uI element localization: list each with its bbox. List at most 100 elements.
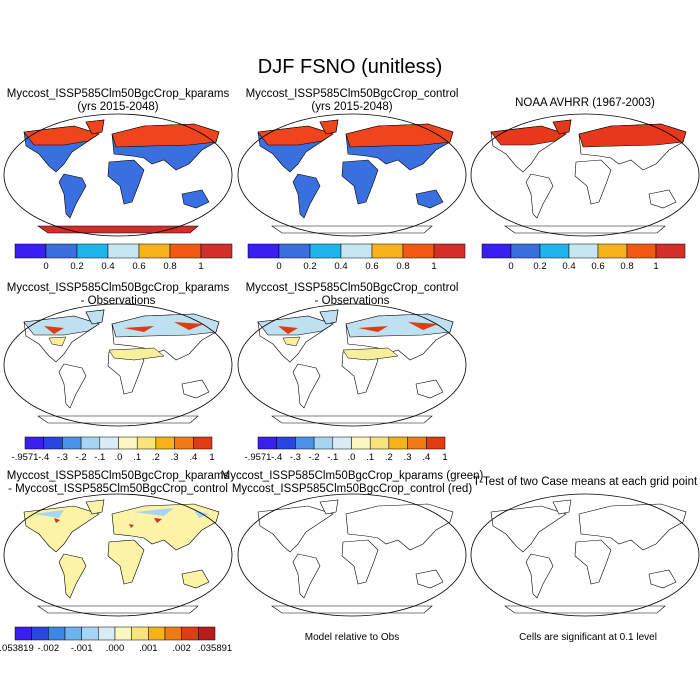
colorbar-label: -.3 <box>290 452 301 463</box>
colorbar-box <box>114 626 132 641</box>
colorbar-label: .000 <box>106 643 125 654</box>
colorbar-label: .3 <box>171 452 179 463</box>
colorbar-box <box>257 436 277 450</box>
map <box>470 493 700 617</box>
colorbar-box <box>193 436 213 450</box>
colorbar-box <box>31 626 49 641</box>
colorbar-box <box>164 626 182 641</box>
panel-title: Myccost_ISSP585Clm50BgcCrop_control (red… <box>232 483 472 495</box>
colorbar-label: 0 <box>276 261 281 272</box>
colorbar-label: 0.8 <box>396 261 409 272</box>
colorbar-box <box>181 626 199 641</box>
colorbar-box <box>247 243 280 259</box>
colorbar-box <box>332 436 352 450</box>
panel-title: - Observations <box>315 295 390 307</box>
colorbar-box <box>169 243 202 259</box>
colorbar-box <box>309 243 342 259</box>
anomaly <box>282 336 399 361</box>
map <box>237 113 467 237</box>
colorbar-box <box>433 243 466 259</box>
colorbar-box <box>138 243 171 259</box>
panel-title: Myccost_ISSP585Clm50BgcCrop_control <box>246 88 459 100</box>
colorbar-label: -.2 <box>76 452 87 463</box>
colorbar-box <box>14 626 32 641</box>
colorbar-label: .2 <box>152 452 160 463</box>
colorbar-label: .3 <box>404 452 412 463</box>
colorbar-label: -.9571 <box>245 452 272 463</box>
colorbar-box <box>351 436 371 450</box>
panel-title: Myccost_ISSP585Clm50BgcCrop_kparams <box>7 470 230 482</box>
colorbar-box <box>99 436 119 450</box>
colorbar-box <box>568 243 599 259</box>
note: Cells are significant at 0.1 level <box>519 632 657 643</box>
colorbar-box <box>597 243 628 259</box>
colorbar-box <box>200 243 233 259</box>
colorbar-label: -.4 <box>38 452 49 463</box>
colorbar-label: .1 <box>366 452 374 463</box>
anomaly <box>44 322 204 334</box>
colorbar-label: -.1 <box>327 452 338 463</box>
colorbar-label: .002 <box>172 643 191 654</box>
colorbar-label: -.002 <box>38 643 60 654</box>
colorbar-label: 1 <box>431 261 436 272</box>
colorbar-label: .4 <box>189 452 197 463</box>
colorbar-label: .001 <box>139 643 158 654</box>
panel-title: - Myccost_ISSP585Clm50BgcCrop_control <box>8 483 228 495</box>
colorbar-box <box>107 243 140 259</box>
colorbar-label: -.3 <box>57 452 68 463</box>
colorbar-label: -.9571 <box>12 452 39 463</box>
colorbar-box <box>136 436 157 450</box>
colorbar-label: 0.4 <box>562 261 575 272</box>
colorbar-label: 0.2 <box>70 261 83 272</box>
colorbar-label: 0.6 <box>132 261 145 272</box>
map <box>3 493 233 617</box>
colorbar-label: 0 <box>43 261 48 272</box>
anomaly <box>278 322 438 334</box>
colorbar-label: 0.6 <box>365 261 378 272</box>
panel-title: Myccost_ISSP585Clm50BgcCrop_kparams (gre… <box>221 470 484 482</box>
colorbar-label: 0.4 <box>334 261 347 272</box>
colorbar-box <box>371 243 404 259</box>
colorbar-box <box>276 436 296 450</box>
colorbar-box <box>481 243 512 259</box>
colorbar-box <box>81 626 99 641</box>
colorbar-box <box>388 436 408 450</box>
panel-title: (yrs 2015-2048) <box>311 101 392 113</box>
panel-title: - Observations <box>81 295 156 307</box>
colorbar-label: 0.2 <box>303 261 316 272</box>
colorbar-label: -.1 <box>94 452 105 463</box>
colorbar-label: .0 <box>115 452 123 463</box>
anomaly <box>48 336 165 361</box>
colorbar-box <box>174 436 194 450</box>
map <box>3 303 233 427</box>
colorbar-box <box>407 436 427 450</box>
colorbar-box <box>98 626 116 641</box>
colorbar-label: .1 <box>133 452 141 463</box>
panel-title: Myccost_ISSP585Clm50BgcCrop_control <box>246 282 459 294</box>
colorbar-box <box>340 243 373 259</box>
colorbar-box <box>14 243 47 259</box>
panel-title: T-Test of two Case means at each grid po… <box>473 476 698 488</box>
map <box>237 303 467 427</box>
colorbar-box <box>62 436 82 450</box>
colorbar-label: -.001 <box>71 643 93 654</box>
colorbar-label: 0.8 <box>620 261 633 272</box>
colorbar-box <box>369 436 390 450</box>
colorbar-label: 1 <box>198 261 203 272</box>
colorbar-box <box>198 626 216 641</box>
panel-title: Myccost_ISSP585Clm50BgcCrop_kparams <box>7 282 230 294</box>
colorbar-box <box>80 436 101 450</box>
figure-title: DJF FSNO (unitless) <box>258 56 442 78</box>
colorbar-label: -.053819 <box>0 643 34 654</box>
anomaly <box>34 508 209 518</box>
colorbar-box <box>131 626 149 641</box>
colorbar-label: 0.6 <box>591 261 604 272</box>
colorbar-box <box>45 243 78 259</box>
colorbar-box <box>510 243 541 259</box>
colorbar-label: .0 <box>348 452 356 463</box>
note: Model relative to Obs <box>305 632 400 643</box>
colorbar-label: 0.8 <box>163 261 176 272</box>
colorbar-box <box>402 243 435 259</box>
map <box>470 113 700 237</box>
colorbar-label: 1 <box>209 452 214 463</box>
